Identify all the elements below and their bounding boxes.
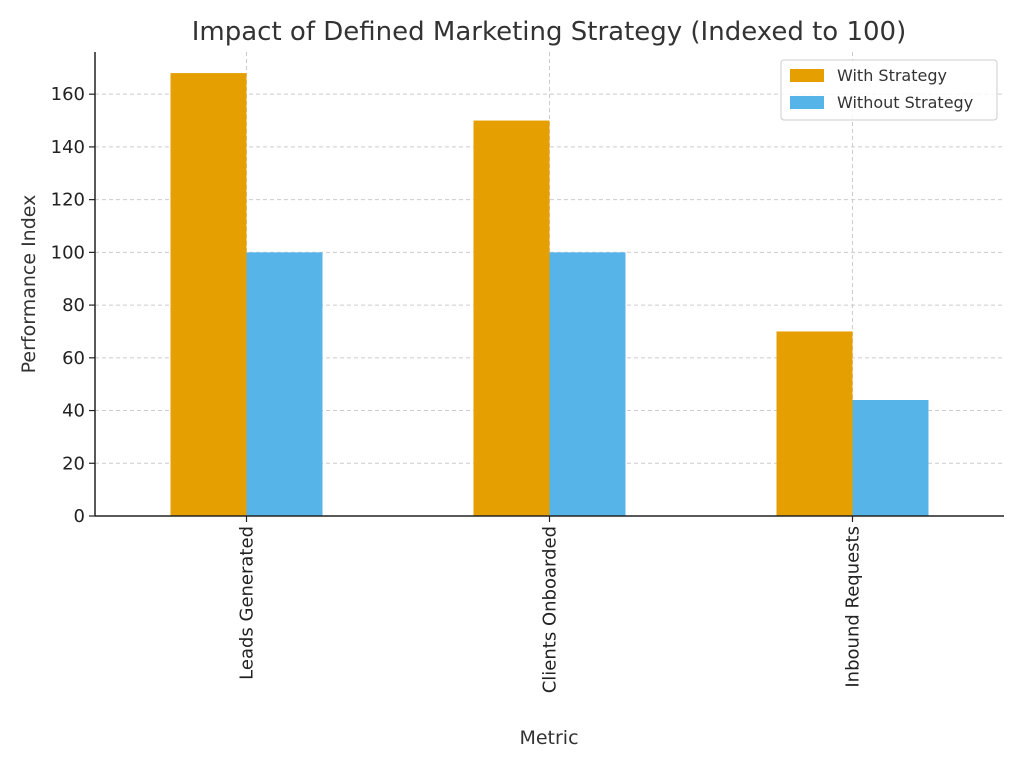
bar-with-strategy-clients-onboarded <box>473 120 550 516</box>
legend-box <box>780 59 998 121</box>
x-tick-label: Clients Onboarded <box>540 526 561 693</box>
x-axis-label: Metric <box>519 727 578 749</box>
x-tick-label: Inbound Requests <box>843 526 864 688</box>
legend-swatch <box>790 96 824 109</box>
bar-with-strategy-inbound-requests <box>776 331 853 516</box>
x-tick-label: Leads Generated <box>237 526 258 680</box>
x-ticks: Leads Generated Clients Onboarded Inbound … <box>237 516 864 693</box>
y-tick-label: 20 <box>62 453 85 474</box>
bar-without-strategy-leads-generated <box>246 252 323 516</box>
y-tick-label: 40 <box>62 401 85 422</box>
chart-title: Impact of Defined Marketing Strategy (In… <box>192 17 906 47</box>
y-tick-label: 140 <box>51 137 85 158</box>
y-tick-label: 80 <box>62 295 85 316</box>
bar-without-strategy-clients-onboarded <box>549 252 626 516</box>
legend-label: With Strategy <box>837 66 947 85</box>
bar-with-strategy-leads-generated <box>170 73 247 516</box>
bars-layer <box>170 73 929 516</box>
bar-without-strategy-inbound-requests <box>852 400 929 516</box>
legend-swatch <box>790 69 824 82</box>
y-tick-label: 160 <box>51 84 85 105</box>
legend-label: Without Strategy <box>837 93 973 112</box>
y-axis-label: Performance Index <box>18 195 40 374</box>
y-tick-label: 60 <box>62 348 85 369</box>
y-tick-label: 0 <box>74 506 85 527</box>
y-tick-label: 100 <box>51 242 85 263</box>
legend: With Strategy Without Strategy <box>780 59 998 121</box>
y-ticks: 0 20 40 60 80 100 120 140 160 <box>51 84 95 527</box>
y-tick-label: 120 <box>51 190 85 211</box>
